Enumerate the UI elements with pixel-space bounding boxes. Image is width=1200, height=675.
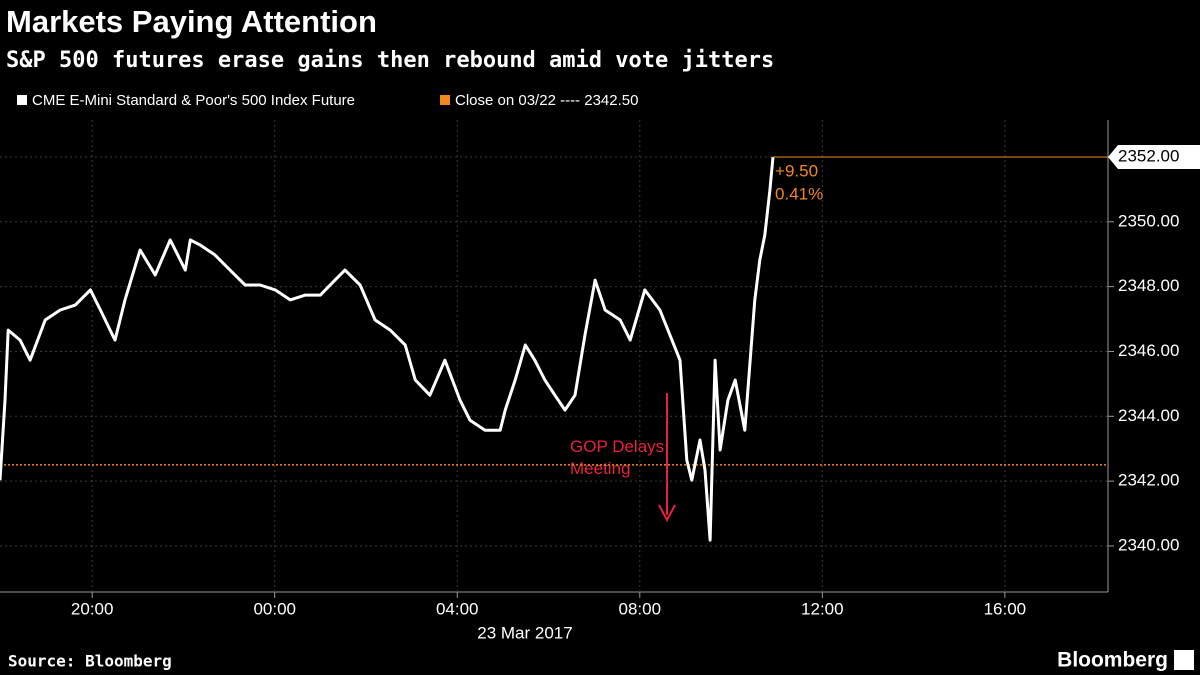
y-tick-label: 2342.00 [1118,471,1179,490]
legend-label: Close on 03/22 ---- 2342.50 [455,92,638,109]
price-line [0,156,775,542]
x-tick-label: 12:00 [801,599,844,618]
legend-swatch [17,95,27,105]
x-tick-label: 20:00 [71,599,114,618]
legend-label: CME E-Mini Standard & Poor's 500 Index F… [32,92,355,109]
y-tick-label: 2340.00 [1118,535,1179,554]
y-tick-label: 2348.00 [1118,276,1179,295]
x-axis-label: 23 Mar 2017 [477,623,572,642]
chart-title: Markets Paying Attention [6,4,377,39]
x-tick-label: 16:00 [984,599,1027,618]
annotation-arrowhead [658,504,676,523]
brand-icon [1174,650,1194,670]
y-tick-label: 2350.00 [1118,211,1179,230]
chart-subtitle: S&P 500 futures erase gains then rebound… [6,48,774,73]
source: Source: Bloomberg [8,652,172,671]
change-label: 0.41% [775,184,823,203]
y-tick-label: 2346.00 [1118,341,1179,360]
legend-swatch [440,95,450,105]
x-tick-label: 00:00 [253,599,296,618]
x-tick-label: 08:00 [619,599,662,618]
change-label: +9.50 [775,161,818,180]
last-price-label: 2352.00 [1118,146,1179,165]
brand: Bloomberg [1057,649,1168,672]
legend: CME E-Mini Standard & Poor's 500 Index F… [17,92,638,109]
last-price-tag [1108,144,1200,169]
y-tick-label: 2344.00 [1118,406,1179,425]
x-tick-label: 04:00 [436,599,479,618]
